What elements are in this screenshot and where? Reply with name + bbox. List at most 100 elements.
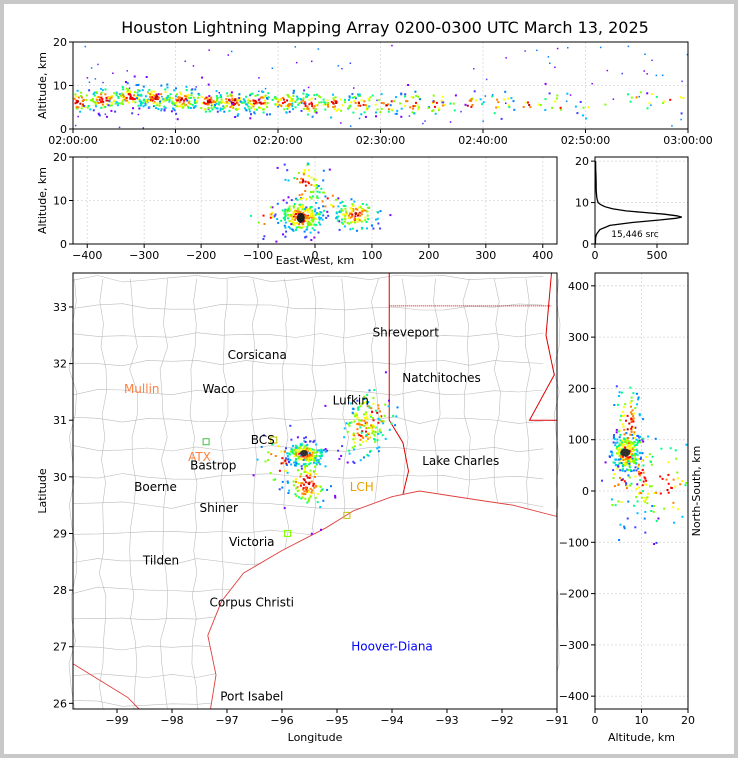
north-south-source xyxy=(621,455,624,458)
time-altitude-source xyxy=(169,96,171,99)
north-south-source xyxy=(617,452,620,455)
map-source xyxy=(320,454,323,457)
time-altitude-source xyxy=(460,110,462,113)
time-altitude-source xyxy=(225,100,228,103)
east-west-source xyxy=(274,213,277,216)
map-source xyxy=(320,453,323,456)
map-source xyxy=(315,463,318,466)
time-altitude-source xyxy=(266,113,268,116)
map-source xyxy=(334,496,337,499)
map-source xyxy=(358,423,361,426)
time-altitude-source xyxy=(334,100,337,103)
time-altitude-source xyxy=(108,100,111,103)
time-altitude-source xyxy=(353,87,355,89)
time-altitude-source xyxy=(470,98,473,101)
north-south-source xyxy=(630,396,633,399)
east-west-source xyxy=(284,235,287,238)
time-altitude-source xyxy=(434,112,437,115)
map-source xyxy=(295,451,298,454)
east-west-source xyxy=(317,231,320,234)
map-source xyxy=(364,422,367,425)
map-source xyxy=(324,448,327,451)
east-west-source xyxy=(269,213,271,216)
east-west-source xyxy=(304,236,307,239)
east-west-source xyxy=(291,217,294,220)
time-altitude-source xyxy=(655,95,658,98)
map-source xyxy=(351,411,354,414)
north-south-source xyxy=(633,504,635,507)
map-source xyxy=(368,436,371,439)
north-south-source xyxy=(601,479,603,482)
east-west-source xyxy=(314,213,317,216)
north-south-source xyxy=(614,464,617,467)
north-south-source xyxy=(625,432,628,435)
map-source xyxy=(366,434,368,436)
north-south-source xyxy=(623,525,626,528)
time-altitude-source xyxy=(347,99,350,101)
time-altitude-source xyxy=(259,101,262,104)
map-source xyxy=(302,458,305,461)
time-altitude-source xyxy=(142,127,145,129)
time-altitude-source xyxy=(195,86,197,88)
north-south-source xyxy=(615,428,618,431)
time-altitude-source xyxy=(236,102,239,105)
time-altitude-source xyxy=(73,97,76,100)
north-south-source xyxy=(649,485,651,488)
time-altitude-source xyxy=(172,107,174,110)
time-altitude-source xyxy=(93,91,96,94)
east-west-source xyxy=(302,180,305,183)
time-altitude-source xyxy=(354,107,357,110)
east-west-source xyxy=(360,213,363,216)
time-altitude-source xyxy=(221,100,224,103)
east-west-source xyxy=(354,221,356,224)
map-source xyxy=(288,489,291,492)
map-source xyxy=(305,488,308,491)
east-west-source xyxy=(291,228,294,231)
time-altitude-source xyxy=(363,100,366,103)
time-altitude-source xyxy=(275,104,278,106)
east-west-source xyxy=(296,198,299,201)
map-source xyxy=(352,412,355,415)
map-source xyxy=(356,428,359,431)
east-west-xtick-label: 300 xyxy=(475,249,496,262)
east-west-source xyxy=(359,214,362,217)
map-source xyxy=(300,455,303,458)
city-label: Lake Charles xyxy=(422,454,499,468)
time-altitude-source xyxy=(120,92,123,95)
east-west-source xyxy=(296,177,299,180)
east-west-source xyxy=(312,191,315,194)
time-altitude-source xyxy=(85,99,88,102)
time-altitude-source xyxy=(549,62,551,64)
map-source xyxy=(377,421,380,424)
time-altitude-source xyxy=(389,104,392,107)
map-source xyxy=(387,405,390,408)
time-altitude-source xyxy=(219,94,222,97)
state-border-tx-la xyxy=(388,273,410,494)
time-altitude-source xyxy=(393,100,396,103)
map-source xyxy=(303,446,306,449)
north-south-ytick-label: 100 xyxy=(568,434,589,447)
time-altitude-source xyxy=(644,53,646,55)
east-west-source xyxy=(301,206,304,209)
time-altitude-source xyxy=(415,94,418,97)
map-source xyxy=(292,480,295,483)
time-altitude-source xyxy=(172,103,175,106)
time-altitude-source xyxy=(277,100,280,103)
time-altitude-source xyxy=(133,98,136,101)
time-altitude-ytick-label: 10 xyxy=(53,80,67,93)
north-south-source xyxy=(633,454,636,457)
map-source xyxy=(384,403,387,406)
north-south-source xyxy=(615,447,618,450)
map-source xyxy=(355,412,357,415)
time-altitude-source xyxy=(150,91,153,94)
map-source xyxy=(377,404,380,407)
north-south-source xyxy=(626,517,629,520)
east-west-source xyxy=(296,222,299,225)
east-west-source xyxy=(324,195,327,198)
time-altitude-source xyxy=(686,53,689,56)
time-altitude-source xyxy=(224,101,227,104)
east-west-source xyxy=(344,214,347,217)
map-source xyxy=(302,493,305,496)
map-source xyxy=(363,413,365,416)
time-altitude-source xyxy=(358,102,360,105)
